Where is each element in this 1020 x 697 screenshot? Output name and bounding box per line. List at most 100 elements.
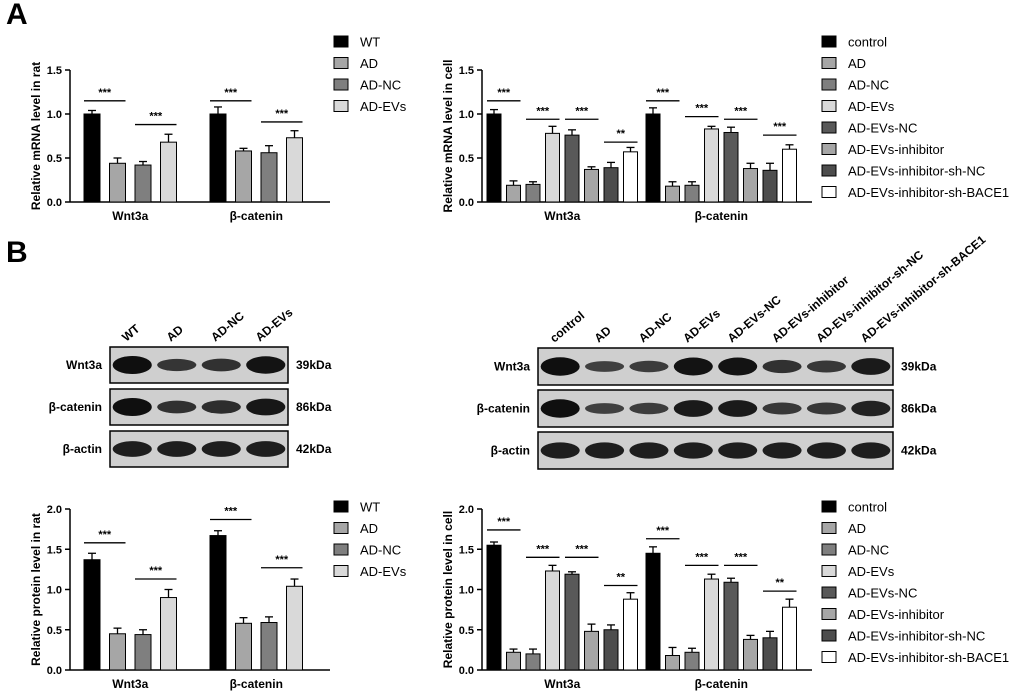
legend-swatch xyxy=(821,100,837,112)
bar xyxy=(525,183,541,203)
legend-label: AD-EVs-inhibitor-sh-NC xyxy=(848,629,985,644)
significance-label: *** xyxy=(497,516,511,528)
bar xyxy=(623,598,638,671)
legend-swatch xyxy=(821,57,837,69)
bar xyxy=(782,148,797,203)
blot-band xyxy=(629,442,669,459)
blot-band xyxy=(585,403,625,414)
blot-band xyxy=(806,360,846,373)
panel-label-b: B xyxy=(6,236,28,269)
blot-size-label: 39kDa xyxy=(901,360,937,374)
bar xyxy=(723,581,739,671)
bar xyxy=(584,630,599,671)
bar xyxy=(762,637,778,671)
y-tick-label: 0.0 xyxy=(47,665,62,677)
cell-western-blot: control AD AD-NC AD-EVs AD-EVs-NCAD-EVs-inhi… xyxy=(477,232,989,470)
legend-swatch xyxy=(333,78,349,91)
blot-band xyxy=(851,358,891,375)
x-tick-label: Wnt3a xyxy=(544,209,580,223)
legend-label: WT xyxy=(360,35,380,50)
legend-swatch xyxy=(333,500,349,513)
bar xyxy=(160,597,177,671)
blot-band xyxy=(585,361,625,372)
x-tick-label: Wnt3a xyxy=(112,677,148,691)
blot-band xyxy=(540,357,580,376)
significance-label: *** xyxy=(149,111,163,123)
significance-label: *** xyxy=(695,551,709,563)
legend-swatch xyxy=(333,543,349,556)
mrna-rat-chart: 0.0 0.5 1.0 1.5 Relative mRNA level in rat Wn… xyxy=(29,62,330,223)
bar xyxy=(684,184,700,203)
bar xyxy=(525,653,541,671)
y-tick-label: 1.0 xyxy=(459,109,474,121)
blot-band xyxy=(246,441,286,457)
bar xyxy=(684,651,700,671)
legend-swatch xyxy=(821,522,837,534)
bar xyxy=(506,184,521,203)
blot-band xyxy=(201,441,241,457)
mrna-cell-chart: 0.0 0.5 1.0 1.5 Relative mRNA level in cell W… xyxy=(441,60,812,223)
significance-label: *** xyxy=(497,87,511,99)
y-tick-label: 1.5 xyxy=(47,544,62,556)
y-tick-label: 1.5 xyxy=(459,544,474,556)
legend-label: control xyxy=(848,35,887,50)
bar xyxy=(645,552,661,671)
blot-protein-label: β-actin xyxy=(63,442,102,456)
y-tick-label: 1.0 xyxy=(47,585,62,597)
bar xyxy=(665,655,680,671)
blot-protein-label: β-actin xyxy=(491,444,530,458)
legend-swatch xyxy=(333,57,349,69)
legend-label: AD-EVs-inhibitor-sh-BACE1 xyxy=(848,185,1009,200)
legend-swatch xyxy=(333,565,349,577)
legend-label: control xyxy=(848,500,887,515)
significance-label: *** xyxy=(656,525,670,537)
legend-swatch xyxy=(821,651,837,663)
blot-band xyxy=(718,442,758,459)
y-tick-label: 1.0 xyxy=(47,109,62,121)
blot-band xyxy=(673,442,713,459)
lane-label: AD xyxy=(164,322,187,344)
y-axis-label: Relative protein level in rat xyxy=(29,513,43,666)
rat-western-blot: WT AD AD-NC AD-EVs Wnt3a 39kDa β-catenin 86kDa β… xyxy=(49,305,332,468)
blot-band xyxy=(851,400,891,417)
protein-cell-chart: 0.0 0.5 1.0 1.5 2.0 Relative protein level in… xyxy=(441,504,812,691)
bar xyxy=(486,544,502,671)
lane-label: AD-EVs xyxy=(680,306,723,345)
blot-band xyxy=(201,400,241,414)
bar xyxy=(603,167,619,203)
y-axis-label: Relative mRNA level in rat xyxy=(29,62,43,210)
legend-label: AD-EVs xyxy=(360,564,407,579)
y-axis-label: Relative mRNA level in cell xyxy=(441,60,455,213)
y-tick-label: 0.5 xyxy=(459,153,474,165)
blot-band xyxy=(762,402,802,415)
significance-label: ** xyxy=(616,571,625,583)
bar xyxy=(260,152,278,203)
legend-label: AD-EVs-inhibitor-sh-NC xyxy=(848,164,985,179)
blot-band xyxy=(585,442,625,459)
bar xyxy=(704,578,719,671)
significance-label: *** xyxy=(575,105,589,117)
y-tick-label: 0.0 xyxy=(459,197,474,209)
legend-label: WT xyxy=(360,500,380,515)
legend-swatch xyxy=(821,500,837,513)
bar xyxy=(743,638,758,671)
bar xyxy=(743,168,758,203)
legend-swatch xyxy=(821,565,837,577)
bar xyxy=(623,151,638,203)
blot-band xyxy=(201,358,241,372)
bar xyxy=(134,634,152,671)
bar xyxy=(486,113,502,203)
bar xyxy=(545,132,560,203)
legend-swatch xyxy=(821,629,837,642)
mrna-rat-legend: WT AD AD-NC AD-EVs xyxy=(333,35,407,114)
significance-label: ** xyxy=(775,577,784,589)
bar xyxy=(260,622,278,671)
blot-band xyxy=(806,402,846,415)
x-tick-label: β-catenin xyxy=(230,209,283,223)
lane-label: AD-NC xyxy=(208,309,247,345)
significance-label: *** xyxy=(149,565,163,577)
significance-label: *** xyxy=(773,121,787,133)
bar xyxy=(109,633,126,671)
legend-swatch xyxy=(333,100,349,112)
blot-band xyxy=(673,357,713,376)
